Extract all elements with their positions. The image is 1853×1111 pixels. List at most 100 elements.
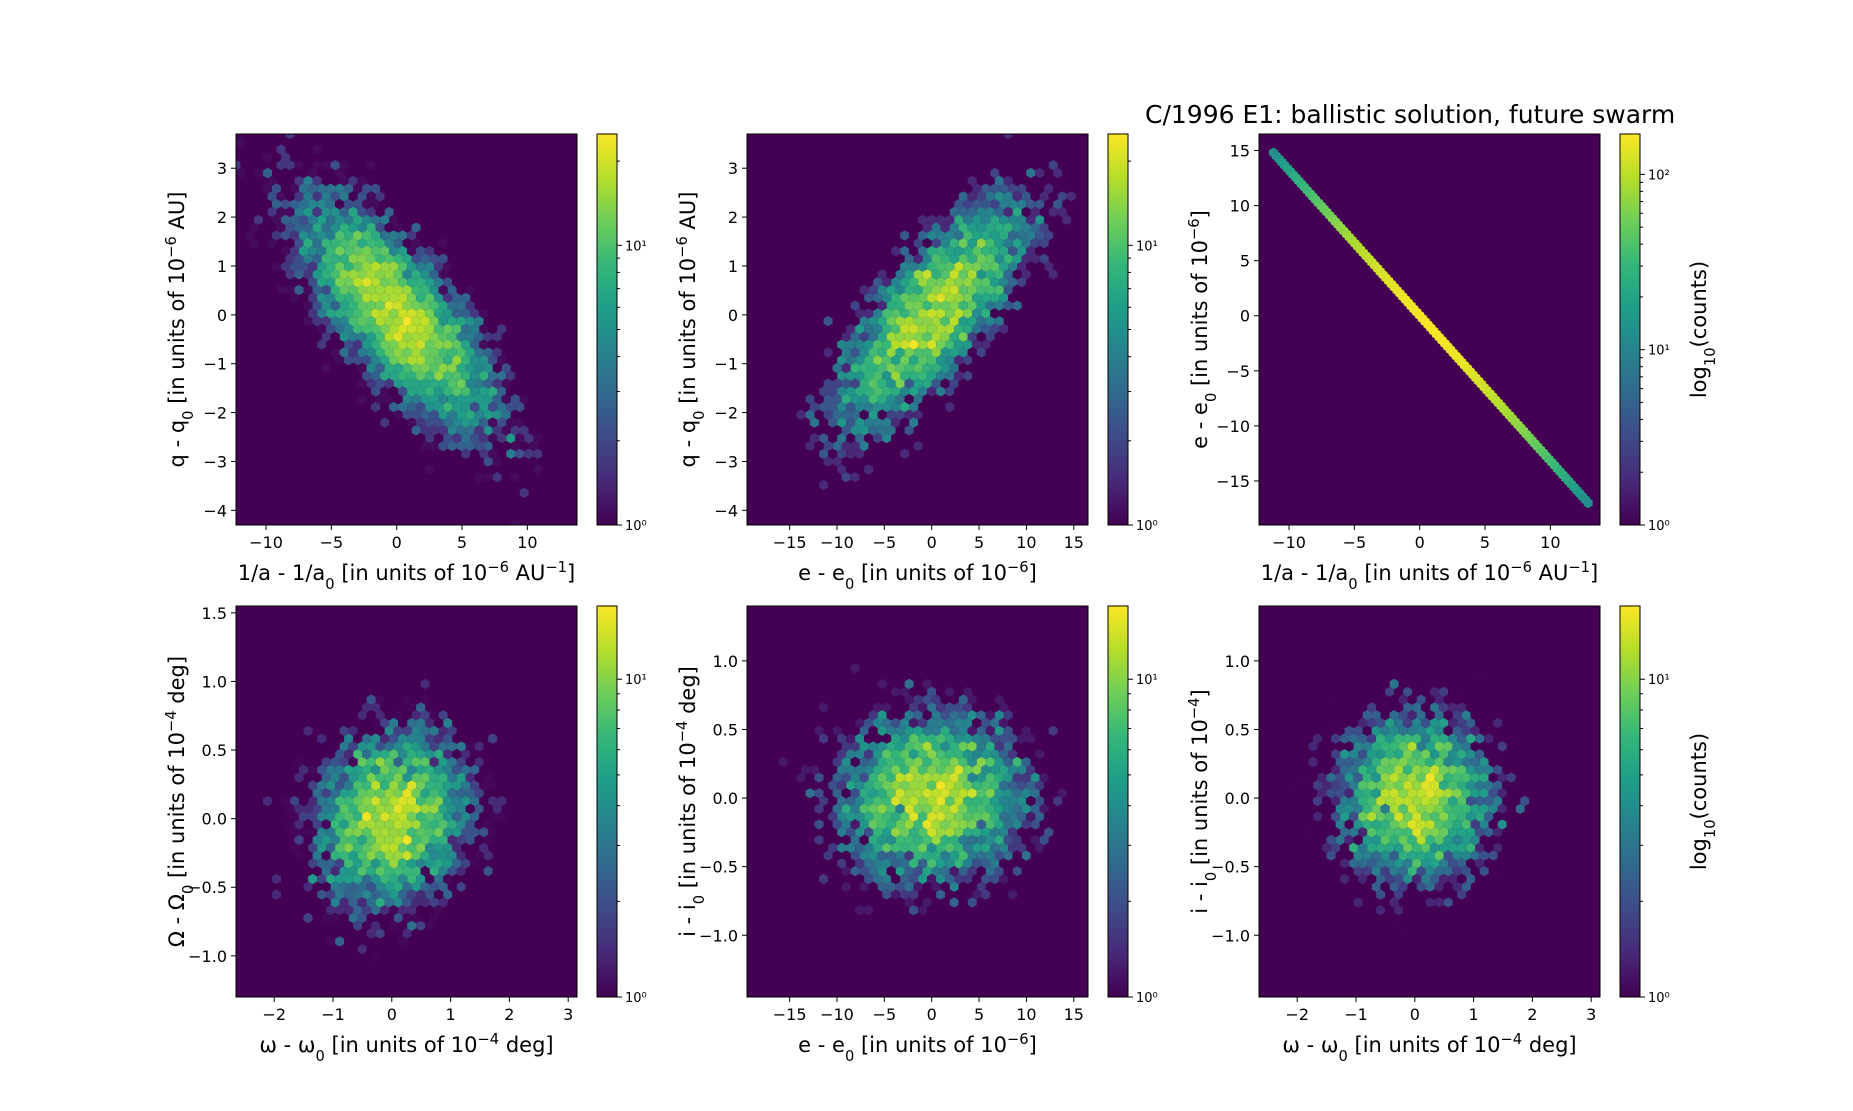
hex-cell xyxy=(353,780,363,791)
hex-cell xyxy=(918,214,928,225)
hex-cell xyxy=(796,772,806,783)
hex-cell xyxy=(976,850,986,861)
hex-cell xyxy=(805,378,815,389)
hex-cell xyxy=(985,160,995,171)
hex-cell xyxy=(353,214,363,225)
hex-cell xyxy=(967,347,977,358)
hex-cell xyxy=(1376,873,1386,885)
x-tick-label: −2 xyxy=(262,1005,286,1024)
hex-cell xyxy=(1012,284,1022,296)
hex-cell xyxy=(990,167,1000,179)
hex-cell xyxy=(479,905,489,916)
hex-cell xyxy=(841,881,851,892)
hex-cell xyxy=(438,331,448,342)
hex-cell xyxy=(922,238,932,249)
hex-cell xyxy=(393,725,403,736)
hex-cell xyxy=(855,339,865,350)
hex-cell xyxy=(1430,811,1440,822)
hex-cell xyxy=(963,717,973,729)
hex-cell xyxy=(922,678,932,690)
hex-cell xyxy=(954,230,964,241)
hexbin-cells xyxy=(1272,606,1597,955)
hex-cell xyxy=(402,347,412,358)
hex-cell xyxy=(452,433,462,444)
hex-cell xyxy=(909,749,919,760)
hex-cell xyxy=(294,175,304,186)
hex-cell xyxy=(895,269,905,280)
hex-cell xyxy=(1353,694,1363,705)
hex-cell xyxy=(506,355,516,366)
hex-cell xyxy=(1340,873,1350,885)
hex-cell xyxy=(963,873,973,885)
hex-cell xyxy=(814,394,824,405)
hex-cell xyxy=(528,425,538,436)
hex-cell xyxy=(447,300,457,311)
hex-cell xyxy=(362,889,372,900)
hex-cell xyxy=(1358,811,1368,822)
hex-cell xyxy=(846,308,856,319)
hex-cell xyxy=(981,686,991,697)
hex-cell xyxy=(940,819,950,830)
hex-cell xyxy=(474,425,484,436)
hex-cell xyxy=(483,362,493,374)
hex-cell xyxy=(868,394,878,405)
hex-cell xyxy=(290,214,299,225)
hex-cell xyxy=(814,472,824,483)
hex-cell xyxy=(380,355,390,366)
hex-cell xyxy=(1008,214,1018,225)
hex-cell xyxy=(1515,756,1525,768)
hex-cell xyxy=(1475,764,1485,775)
y-tick-label: 0 xyxy=(1240,307,1250,326)
hex-cell xyxy=(1066,144,1076,155)
hex-cell xyxy=(895,834,905,846)
y-tick-label: −1.0 xyxy=(188,947,227,966)
hex-cell xyxy=(330,160,340,171)
hex-cell xyxy=(317,858,327,869)
hex-cell xyxy=(823,756,833,768)
hex-cell xyxy=(461,827,471,838)
hex-cell xyxy=(841,316,851,327)
hex-cell xyxy=(425,308,435,319)
hex-cell xyxy=(326,167,336,179)
hex-cell xyxy=(411,803,421,814)
hex-cell xyxy=(1326,756,1336,768)
hex-cell xyxy=(1398,819,1408,830)
hex-cell xyxy=(380,401,390,413)
hex-cell xyxy=(1470,772,1480,783)
hex-cell xyxy=(1066,819,1076,830)
hex-cell xyxy=(918,277,928,288)
hex-cell xyxy=(882,795,892,807)
hex-cell xyxy=(922,897,932,908)
hex-cell xyxy=(465,331,475,342)
hex-cell xyxy=(411,959,421,970)
hex-cell xyxy=(859,803,869,814)
hex-cell xyxy=(1421,702,1431,713)
hex-cell xyxy=(1389,756,1399,768)
hex-cell xyxy=(447,253,457,264)
hex-cell xyxy=(1317,772,1327,783)
hex-cell xyxy=(877,284,887,296)
hex-cell xyxy=(1326,725,1336,736)
hex-cell xyxy=(963,858,973,869)
hex-cell xyxy=(474,819,484,830)
hex-cell xyxy=(945,261,955,272)
hex-cell xyxy=(927,780,937,791)
hex-cell xyxy=(263,780,272,791)
hex-cell xyxy=(990,230,1000,241)
hex-cell xyxy=(787,819,797,830)
hex-cell xyxy=(1443,772,1453,783)
hex-cell xyxy=(362,261,372,272)
hex-cell xyxy=(958,238,968,249)
hex-cell xyxy=(465,741,475,752)
hex-cell xyxy=(1448,764,1458,775)
hex-cell xyxy=(778,788,788,799)
hex-cell xyxy=(1430,873,1440,885)
hex-cell xyxy=(483,425,493,436)
hex-cell xyxy=(1421,686,1431,697)
hex-cell xyxy=(886,253,896,264)
hex-cell xyxy=(805,409,815,420)
hex-cell xyxy=(272,811,281,822)
hex-cell xyxy=(814,772,824,783)
hex-cell xyxy=(249,238,259,249)
hex-cell xyxy=(913,394,923,405)
